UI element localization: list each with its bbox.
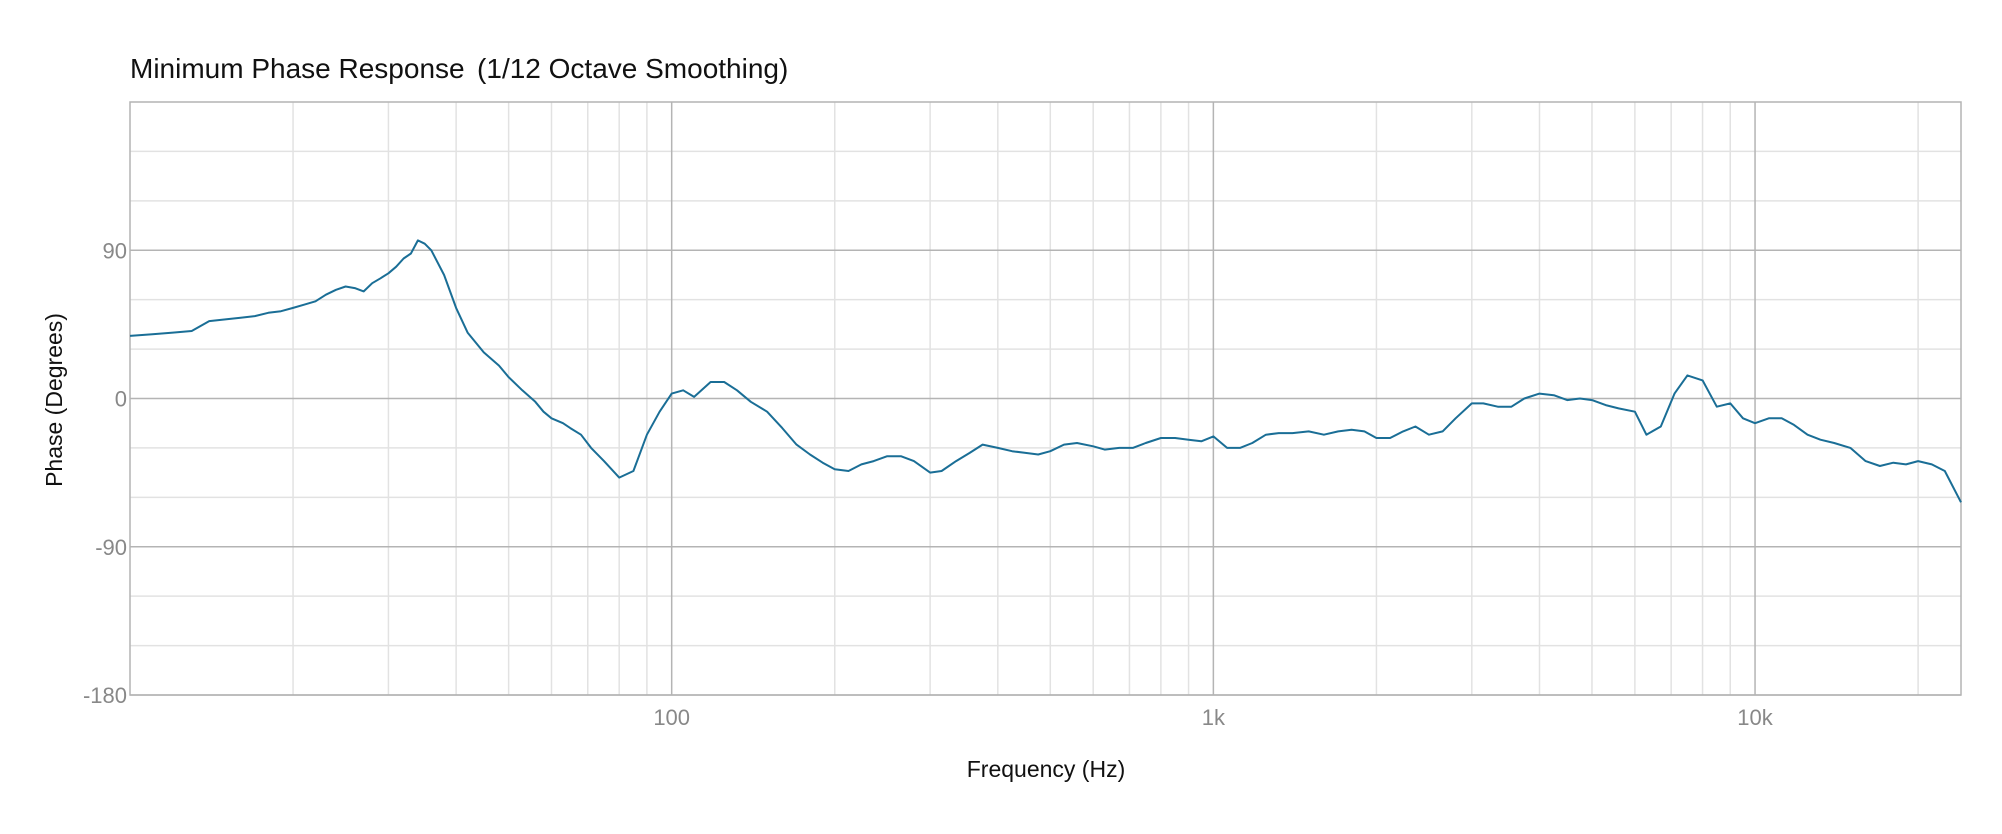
x-tick-label: 1k: [1202, 705, 1226, 730]
x-axis-label: Frequency (Hz): [967, 756, 1125, 782]
plot-frame: [129, 101, 1962, 696]
series-group: [129, 239, 1962, 503]
grid: [130, 102, 1961, 696]
x-tick-label: 100: [653, 705, 690, 730]
x-axis: 100 1k 10k: [653, 705, 1773, 730]
y-tick-label: 0: [115, 387, 127, 412]
y-axis-label: Phase (Degrees): [41, 313, 67, 487]
chart-title-line: Minimum Phase Response (1/12 Octave Smoo…: [130, 53, 788, 84]
chart-subtitle: (1/12 Octave Smoothing): [477, 53, 788, 84]
chart-title: Minimum Phase Response: [130, 53, 465, 84]
y-axis: 90 0 -90 -180: [83, 238, 127, 708]
y-tick-label: -90: [95, 535, 127, 560]
x-tick-label: 10k: [1737, 705, 1773, 730]
y-tick-label: -180: [83, 683, 127, 708]
y-tick-label: 90: [103, 238, 127, 263]
phase-series-line: [129, 239, 1962, 503]
